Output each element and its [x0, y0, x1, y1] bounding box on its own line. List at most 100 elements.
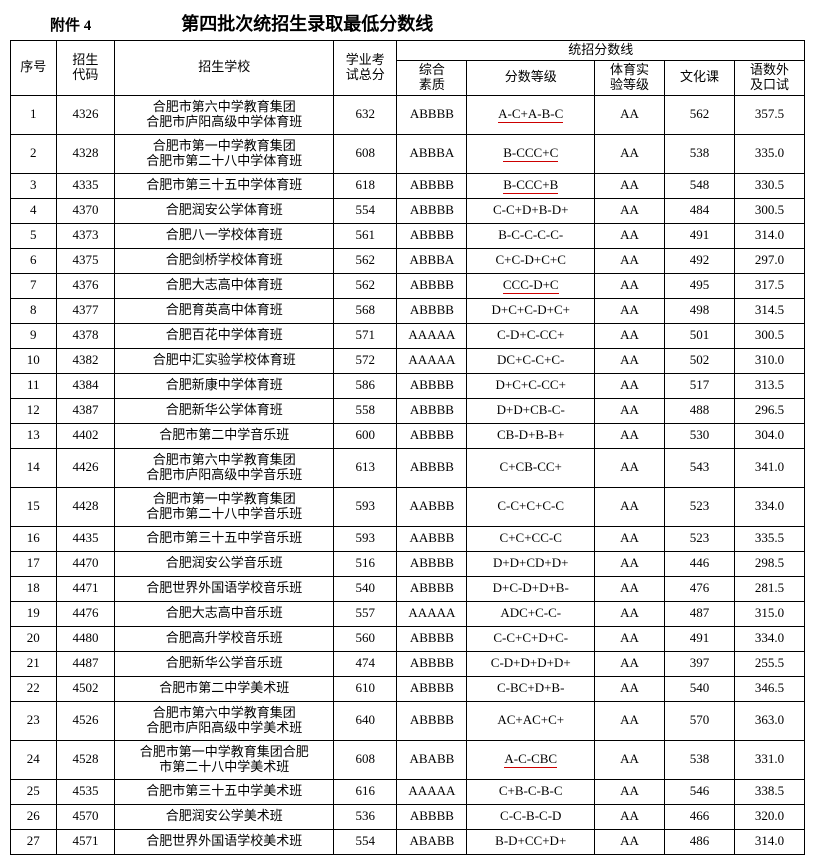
cell-tysy: AA [595, 198, 665, 223]
cell-tysy: AA [595, 551, 665, 576]
cell-code: 4535 [56, 779, 115, 804]
cell-whk: 491 [665, 626, 735, 651]
cell-code: 4387 [56, 398, 115, 423]
table-row: 104382合肥中汇实验学校体育班572AAAAADC+C-C+C-AA5023… [11, 348, 805, 373]
cell-total: 557 [334, 601, 397, 626]
cell-fsdj: B-CCC+B [467, 173, 595, 198]
cell-whk: 466 [665, 804, 735, 829]
cell-total: 608 [334, 134, 397, 173]
cell-whk: 546 [665, 779, 735, 804]
cell-code: 4328 [56, 134, 115, 173]
cell-total: 571 [334, 323, 397, 348]
cell-seq: 16 [11, 526, 57, 551]
cell-seq: 3 [11, 173, 57, 198]
cell-zhsz: ABBBB [397, 373, 467, 398]
cell-tysy: AA [595, 701, 665, 740]
cell-whk: 523 [665, 526, 735, 551]
cell-name: 合肥市第一中学教育集团合肥市第二十八中学体育班 [115, 134, 334, 173]
cell-yswks: 331.0 [734, 740, 804, 779]
cell-code: 4402 [56, 423, 115, 448]
cell-whk: 488 [665, 398, 735, 423]
cell-whk: 397 [665, 651, 735, 676]
cell-name: 合肥新华公学音乐班 [115, 651, 334, 676]
table-row: 224502合肥市第二中学美术班610ABBBBC-BC+D+B-AA54034… [11, 676, 805, 701]
cell-whk: 540 [665, 676, 735, 701]
cell-fsdj: DC+C-C+C- [467, 348, 595, 373]
col-seq: 序号 [11, 41, 57, 96]
cell-yswks: 296.5 [734, 398, 804, 423]
col-tysy-l1: 体育实 [610, 62, 649, 77]
col-whk: 文化课 [665, 60, 735, 95]
cell-yswks: 317.5 [734, 273, 804, 298]
cell-tysy: AA [595, 487, 665, 526]
cell-yswks: 357.5 [734, 95, 804, 134]
page-title: 第四批次统招生录取最低分数线 [181, 10, 433, 36]
cell-name: 合肥百花中学体育班 [115, 323, 334, 348]
col-yswks: 语数外 及口试 [734, 60, 804, 95]
cell-yswks: 304.0 [734, 423, 804, 448]
cell-yswks: 315.0 [734, 601, 804, 626]
cell-total: 618 [334, 173, 397, 198]
cell-whk: 538 [665, 134, 735, 173]
cell-fsdj: C-C+D+B-D+ [467, 198, 595, 223]
cell-tysy: AA [595, 248, 665, 273]
cell-fsdj: B-D+CC+D+ [467, 829, 595, 854]
cell-total: 554 [334, 198, 397, 223]
table-row: 114384合肥新康中学体育班586ABBBBD+C+C-CC+AA517313… [11, 373, 805, 398]
attachment-label: 附件 4 [50, 14, 91, 35]
cell-code: 4471 [56, 576, 115, 601]
cell-name: 合肥润安公学美术班 [115, 804, 334, 829]
cell-whk: 562 [665, 95, 735, 134]
cell-fsdj: C+C-D+C+C [467, 248, 595, 273]
cell-yswks: 330.5 [734, 173, 804, 198]
cell-tysy: AA [595, 448, 665, 487]
cell-seq: 19 [11, 601, 57, 626]
cell-seq: 17 [11, 551, 57, 576]
cell-tysy: AA [595, 651, 665, 676]
col-yswks-l1: 语数外 [750, 62, 789, 77]
cell-seq: 9 [11, 323, 57, 348]
cell-code: 4470 [56, 551, 115, 576]
cell-zhsz: AAAAA [397, 348, 467, 373]
cell-yswks: 314.5 [734, 298, 804, 323]
cell-tysy: AA [595, 804, 665, 829]
cell-whk: 548 [665, 173, 735, 198]
cell-total: 560 [334, 626, 397, 651]
cell-total: 610 [334, 676, 397, 701]
cell-seq: 25 [11, 779, 57, 804]
cell-total: 600 [334, 423, 397, 448]
table-row: 124387合肥新华公学体育班558ABBBBD+D+CB-C-AA488296… [11, 398, 805, 423]
cell-zhsz: ABBBB [397, 198, 467, 223]
cell-whk: 446 [665, 551, 735, 576]
cell-code: 4375 [56, 248, 115, 273]
cell-name: 合肥润安公学音乐班 [115, 551, 334, 576]
cell-total: 516 [334, 551, 397, 576]
table-row: 174470合肥润安公学音乐班516ABBBBD+D+CD+D+AA446298… [11, 551, 805, 576]
cell-name: 合肥润安公学体育班 [115, 198, 334, 223]
cell-whk: 543 [665, 448, 735, 487]
cell-zhsz: ABBBB [397, 173, 467, 198]
cell-seq: 24 [11, 740, 57, 779]
cell-code: 4370 [56, 198, 115, 223]
cell-name: 合肥市第二中学音乐班 [115, 423, 334, 448]
cell-zhsz: ABBBB [397, 398, 467, 423]
cell-total: 558 [334, 398, 397, 423]
cell-zhsz: AAAAA [397, 323, 467, 348]
table-row: 64375合肥剑桥学校体育班562ABBBAC+C-D+C+CAA492297.… [11, 248, 805, 273]
cell-tysy: AA [595, 601, 665, 626]
cell-tysy: AA [595, 373, 665, 398]
cell-name: 合肥八一学校体育班 [115, 223, 334, 248]
cell-code: 4377 [56, 298, 115, 323]
cell-yswks: 338.5 [734, 779, 804, 804]
table-row: 34335合肥市第三十五中学体育班618ABBBBB-CCC+BAA548330… [11, 173, 805, 198]
cell-name: 合肥新华公学体育班 [115, 398, 334, 423]
cell-whk: 491 [665, 223, 735, 248]
cell-whk: 487 [665, 601, 735, 626]
cell-tysy: AA [595, 223, 665, 248]
cell-seq: 7 [11, 273, 57, 298]
cell-name: 合肥世界外国语学校美术班 [115, 829, 334, 854]
cell-whk: 502 [665, 348, 735, 373]
cell-name: 合肥世界外国语学校音乐班 [115, 576, 334, 601]
cell-seq: 6 [11, 248, 57, 273]
cell-tysy: AA [595, 134, 665, 173]
